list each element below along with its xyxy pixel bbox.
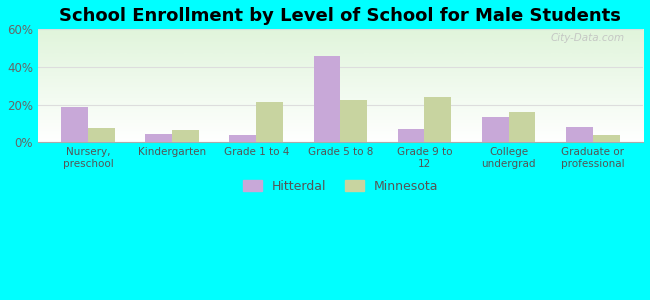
Bar [313,56,341,142]
Bar [229,135,256,142]
Bar [482,117,508,142]
Text: City-Data.com: City-Data.com [551,33,625,43]
Bar [256,102,283,142]
Bar [398,129,424,142]
Bar [593,135,619,142]
Title: School Enrollment by Level of School for Male Students: School Enrollment by Level of School for… [60,7,621,25]
Bar [61,107,88,142]
Bar [508,112,536,142]
Bar [172,130,199,142]
Bar [341,100,367,142]
Bar [424,97,451,142]
Bar [566,127,593,142]
Bar [88,128,115,142]
Bar [146,134,172,142]
Legend: Hitterdal, Minnesota: Hitterdal, Minnesota [238,175,443,198]
